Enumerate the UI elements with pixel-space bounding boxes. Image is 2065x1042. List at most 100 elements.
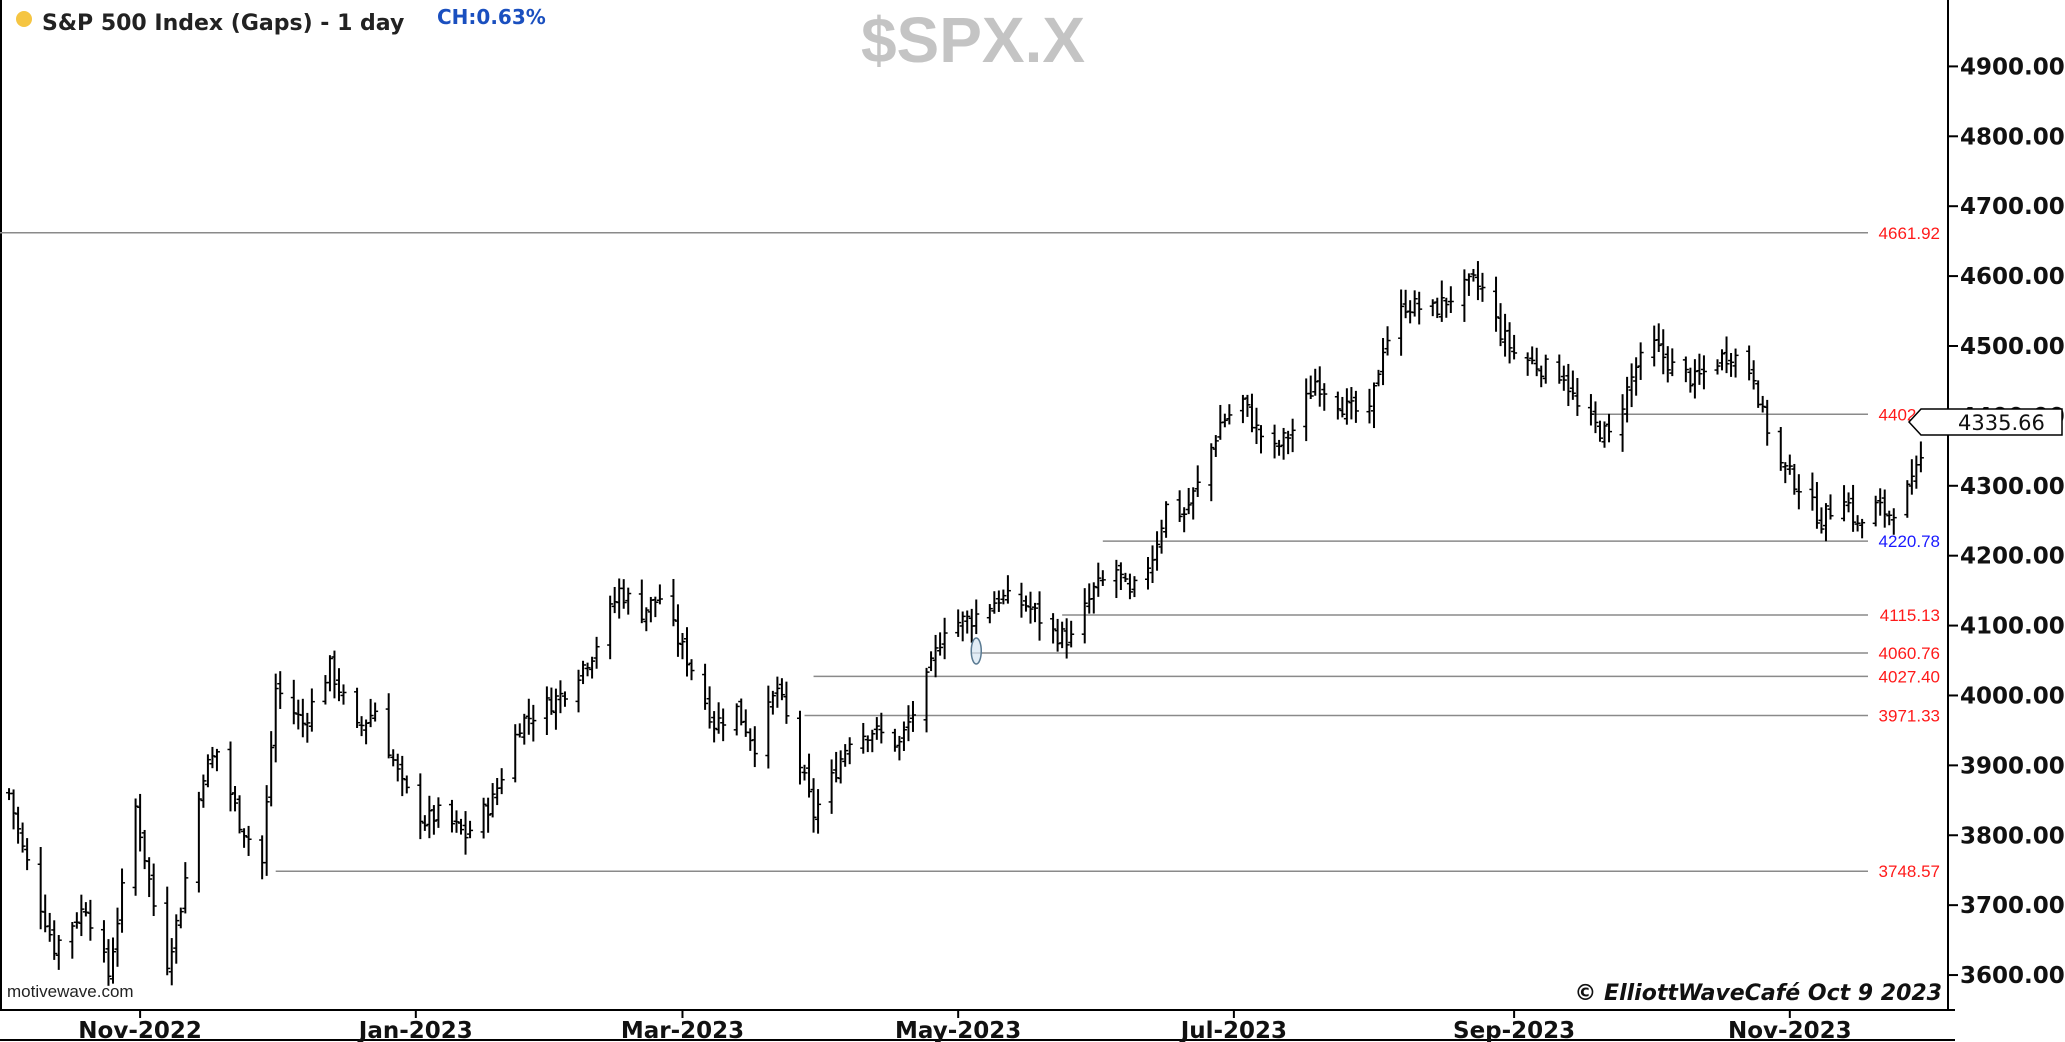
ohlc-bar — [1285, 430, 1292, 455]
ohlc-bar — [182, 862, 189, 914]
ohlc-bar — [10, 789, 17, 830]
ohlc-bar — [1348, 387, 1355, 420]
ohlc-bar — [1474, 261, 1481, 301]
ohlc-bar — [607, 595, 614, 660]
y-tick-label: 4600.00 — [1960, 264, 2065, 290]
level-label: 4115.13 — [1880, 606, 1940, 625]
y-tick-label: 3800.00 — [1960, 823, 2065, 849]
ohlc-bar — [1190, 487, 1197, 520]
y-tick-label: 4700.00 — [1960, 194, 2065, 220]
ohlc-bar — [195, 791, 202, 893]
ohlc-bar — [394, 753, 401, 782]
ohlc-bar — [1714, 359, 1721, 375]
ohlc-bar — [1795, 474, 1802, 510]
level-label: 3971.33 — [1879, 707, 1940, 726]
ohlc-bar — [552, 688, 559, 730]
ohlc-bar — [15, 806, 22, 844]
ohlc-bar — [168, 938, 175, 986]
ohlc-bar — [1913, 455, 1920, 489]
ohlc-bar — [1624, 376, 1631, 423]
ohlc-bar — [783, 681, 790, 724]
ohlc-bar — [1732, 348, 1739, 378]
ohlc-bar — [299, 698, 306, 738]
ohlc-bar — [611, 586, 618, 614]
ohlc-bar — [1276, 439, 1283, 456]
ohlc-bar — [973, 599, 980, 635]
ohlc-bar — [1221, 413, 1228, 428]
y-tick-label: 4000.00 — [1960, 683, 2065, 709]
ohlc-bar — [331, 650, 338, 699]
ohlc-bar — [679, 632, 686, 660]
ohlc-bar — [403, 775, 410, 794]
ohlc-bar — [1022, 595, 1029, 612]
x-tick-label: Jul-2023 — [1179, 1018, 1287, 1042]
source-label: motivewave.com — [7, 982, 134, 1001]
ohlc-bar — [241, 828, 248, 848]
ohlc-bar — [900, 721, 907, 751]
ohlc-bar — [272, 673, 279, 763]
ohlc-bar — [530, 704, 537, 742]
ohlc-bar — [796, 710, 803, 785]
y-tick-label: 3700.00 — [1960, 893, 2065, 919]
ohlc-bar — [1587, 394, 1594, 426]
ohlc-bar — [1163, 501, 1170, 538]
ohlc-bar — [878, 712, 885, 744]
ohlc-bar — [335, 668, 342, 702]
ohlc-bar — [1691, 359, 1698, 399]
ohlc-bar — [1258, 425, 1265, 454]
ohlc-bar — [24, 838, 31, 871]
ohlc-bar — [801, 764, 808, 781]
ohlc-bar — [322, 675, 329, 705]
ohlc-bar — [1158, 519, 1165, 554]
ohlc-bar — [896, 735, 903, 761]
ohlc-bar — [706, 686, 713, 729]
ohlc-bar — [1651, 325, 1658, 367]
ohlc-bar — [1343, 388, 1350, 425]
ohlc-bar — [421, 815, 428, 831]
ohlc-bar — [1511, 334, 1518, 360]
ohlc-bar — [1181, 507, 1188, 533]
level-label: 4661.92 — [1879, 224, 1940, 243]
ohlc-bar — [1759, 395, 1766, 413]
ohlc-bar — [1529, 346, 1536, 365]
ohlc-bar — [430, 805, 437, 835]
ohlc-bar — [1352, 390, 1359, 423]
ohlc-bar — [1470, 268, 1477, 282]
ohlc-bar — [1095, 562, 1102, 597]
ohlc-bar — [837, 750, 844, 784]
ohlc-bar — [1239, 394, 1246, 424]
ohlc-bar — [1497, 303, 1504, 347]
ohlc-bars — [6, 261, 1924, 986]
ohlc-bar — [674, 604, 681, 657]
ohlc-bar — [448, 799, 455, 833]
ohlc-bar — [462, 811, 469, 855]
ohlc-bar — [19, 822, 26, 853]
ohlc-bar — [869, 729, 876, 753]
ohlc-bar — [1416, 291, 1423, 325]
ohlc-bar — [1637, 342, 1644, 380]
ohlc-bar — [114, 907, 121, 967]
ohlc-bar — [561, 691, 568, 707]
ohlc-bar — [616, 578, 623, 619]
y-tick-label: 4200.00 — [1960, 544, 2065, 570]
ohlc-bar — [521, 713, 528, 745]
ohlc-bar — [1872, 495, 1879, 527]
ohlc-bar — [1687, 367, 1694, 393]
ohlc-bar — [1154, 531, 1161, 571]
ohlc-bar — [589, 656, 596, 679]
ohlc-bar — [1145, 557, 1152, 590]
ohlc-bar — [1004, 575, 1011, 604]
ohlc-bar — [1131, 576, 1138, 598]
ohlc-bar — [367, 698, 374, 728]
copyright-label: © ElliottWaveCafé Oct 9 2023 — [1574, 981, 1942, 1006]
ohlc-bar — [1370, 382, 1377, 429]
ohlc-bar — [923, 667, 930, 733]
ohlc-bar — [1723, 336, 1730, 374]
ohlc-bar — [1565, 363, 1572, 407]
ohlc-bar — [73, 912, 80, 929]
ohlc-bar — [150, 863, 157, 917]
ohlc-bar — [268, 731, 275, 807]
ohlc-bar — [480, 797, 487, 839]
ohlc-bar — [1655, 323, 1662, 352]
ohlc-bar — [1841, 485, 1848, 522]
